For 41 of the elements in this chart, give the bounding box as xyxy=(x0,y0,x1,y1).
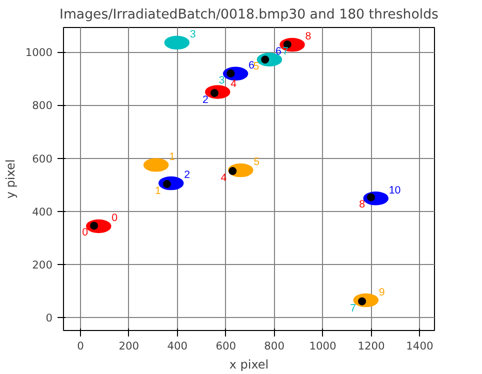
x-tick-label: 200 xyxy=(118,340,140,352)
y-tick-label: 600 xyxy=(32,152,53,166)
x-tick-label: 1400 xyxy=(406,340,434,352)
annotation: 8 xyxy=(305,30,312,43)
annotation: 2 xyxy=(202,94,209,106)
x-tick-label: 1200 xyxy=(358,340,386,352)
x-tick-label: 400 xyxy=(167,340,188,352)
annotation: 8 xyxy=(359,198,366,210)
annotation: 3 xyxy=(190,28,196,41)
annotation: 0 xyxy=(112,212,118,224)
y-tick-label: 400 xyxy=(32,205,53,218)
x-axis-title: x pixel xyxy=(229,358,269,372)
annotation: 5 xyxy=(254,156,260,168)
annotation: 1 xyxy=(155,185,162,198)
y-axis-title: y pixel xyxy=(3,159,18,199)
x-tick-label: 0 xyxy=(77,340,84,352)
y-tick-label: 800 xyxy=(32,99,53,112)
x-tick-label: 800 xyxy=(264,340,285,352)
x-tick-label: 1000 xyxy=(309,340,337,352)
annotation: 6 xyxy=(248,60,255,72)
point xyxy=(228,167,237,176)
point xyxy=(90,222,98,230)
point xyxy=(162,180,171,188)
y-tick-label: 0 xyxy=(46,312,53,324)
annotation: 2 xyxy=(184,169,190,182)
annotation: 5 xyxy=(253,60,260,73)
annotation: 4 xyxy=(220,172,227,184)
point xyxy=(367,193,376,202)
y-tick-label: 1000 xyxy=(25,46,53,60)
x-tick-label: 600 xyxy=(216,340,236,352)
annotation: 4 xyxy=(230,78,237,90)
annotation: 0 xyxy=(82,226,88,239)
annotation: 1 xyxy=(169,150,176,163)
annotation: 6 xyxy=(275,45,282,58)
chart-title: Images/IrradiatedBatch/0018.bmp30 and 180 thresholds xyxy=(60,8,439,22)
annotation: 3 xyxy=(218,74,225,86)
annotation: 9 xyxy=(378,286,385,298)
annotation: 7 xyxy=(350,302,356,314)
y-tick-label: 200 xyxy=(32,258,53,272)
annotation: 10 xyxy=(388,184,401,196)
point xyxy=(226,69,235,78)
